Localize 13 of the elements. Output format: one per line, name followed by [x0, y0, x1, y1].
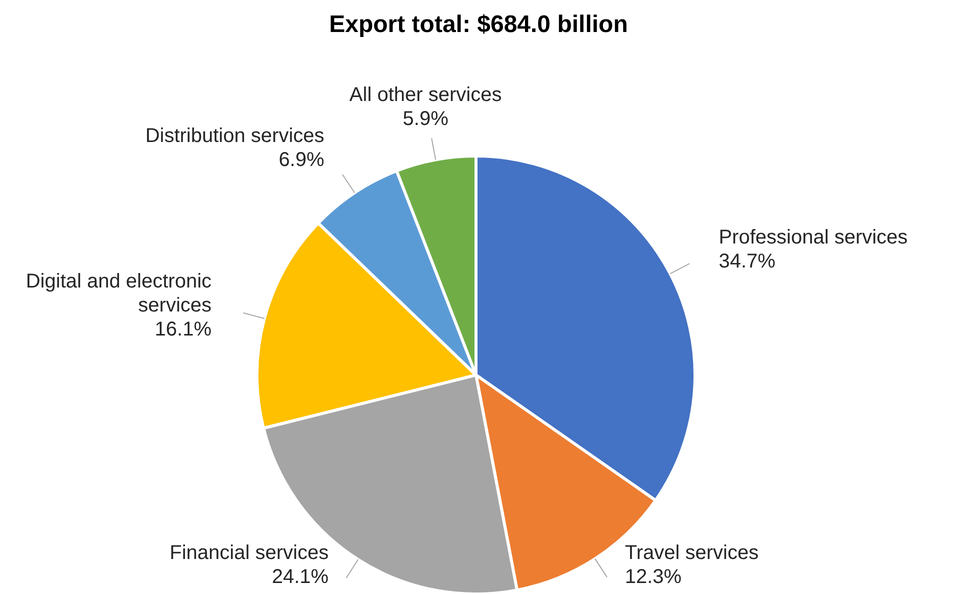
slice-label: Digital and electronic services — [26, 270, 212, 316]
slice-label: Distribution services — [145, 125, 324, 148]
data-label: 5.9% — [402, 108, 449, 130]
data-label: 12.3% — [624, 566, 682, 588]
data-label: 6.9% — [278, 149, 324, 172]
data-label: 24.1% — [272, 566, 329, 588]
data-label: 34.7% — [718, 250, 776, 272]
data-label: 16.1% — [154, 318, 212, 340]
slice-label: Travel services — [624, 542, 759, 564]
chart-title: Export total: $684.0 billion — [329, 11, 628, 38]
slice-label: Financial services — [170, 542, 329, 564]
slice-label: All other services — [349, 84, 502, 106]
slice-label: Professional services — [718, 226, 908, 248]
